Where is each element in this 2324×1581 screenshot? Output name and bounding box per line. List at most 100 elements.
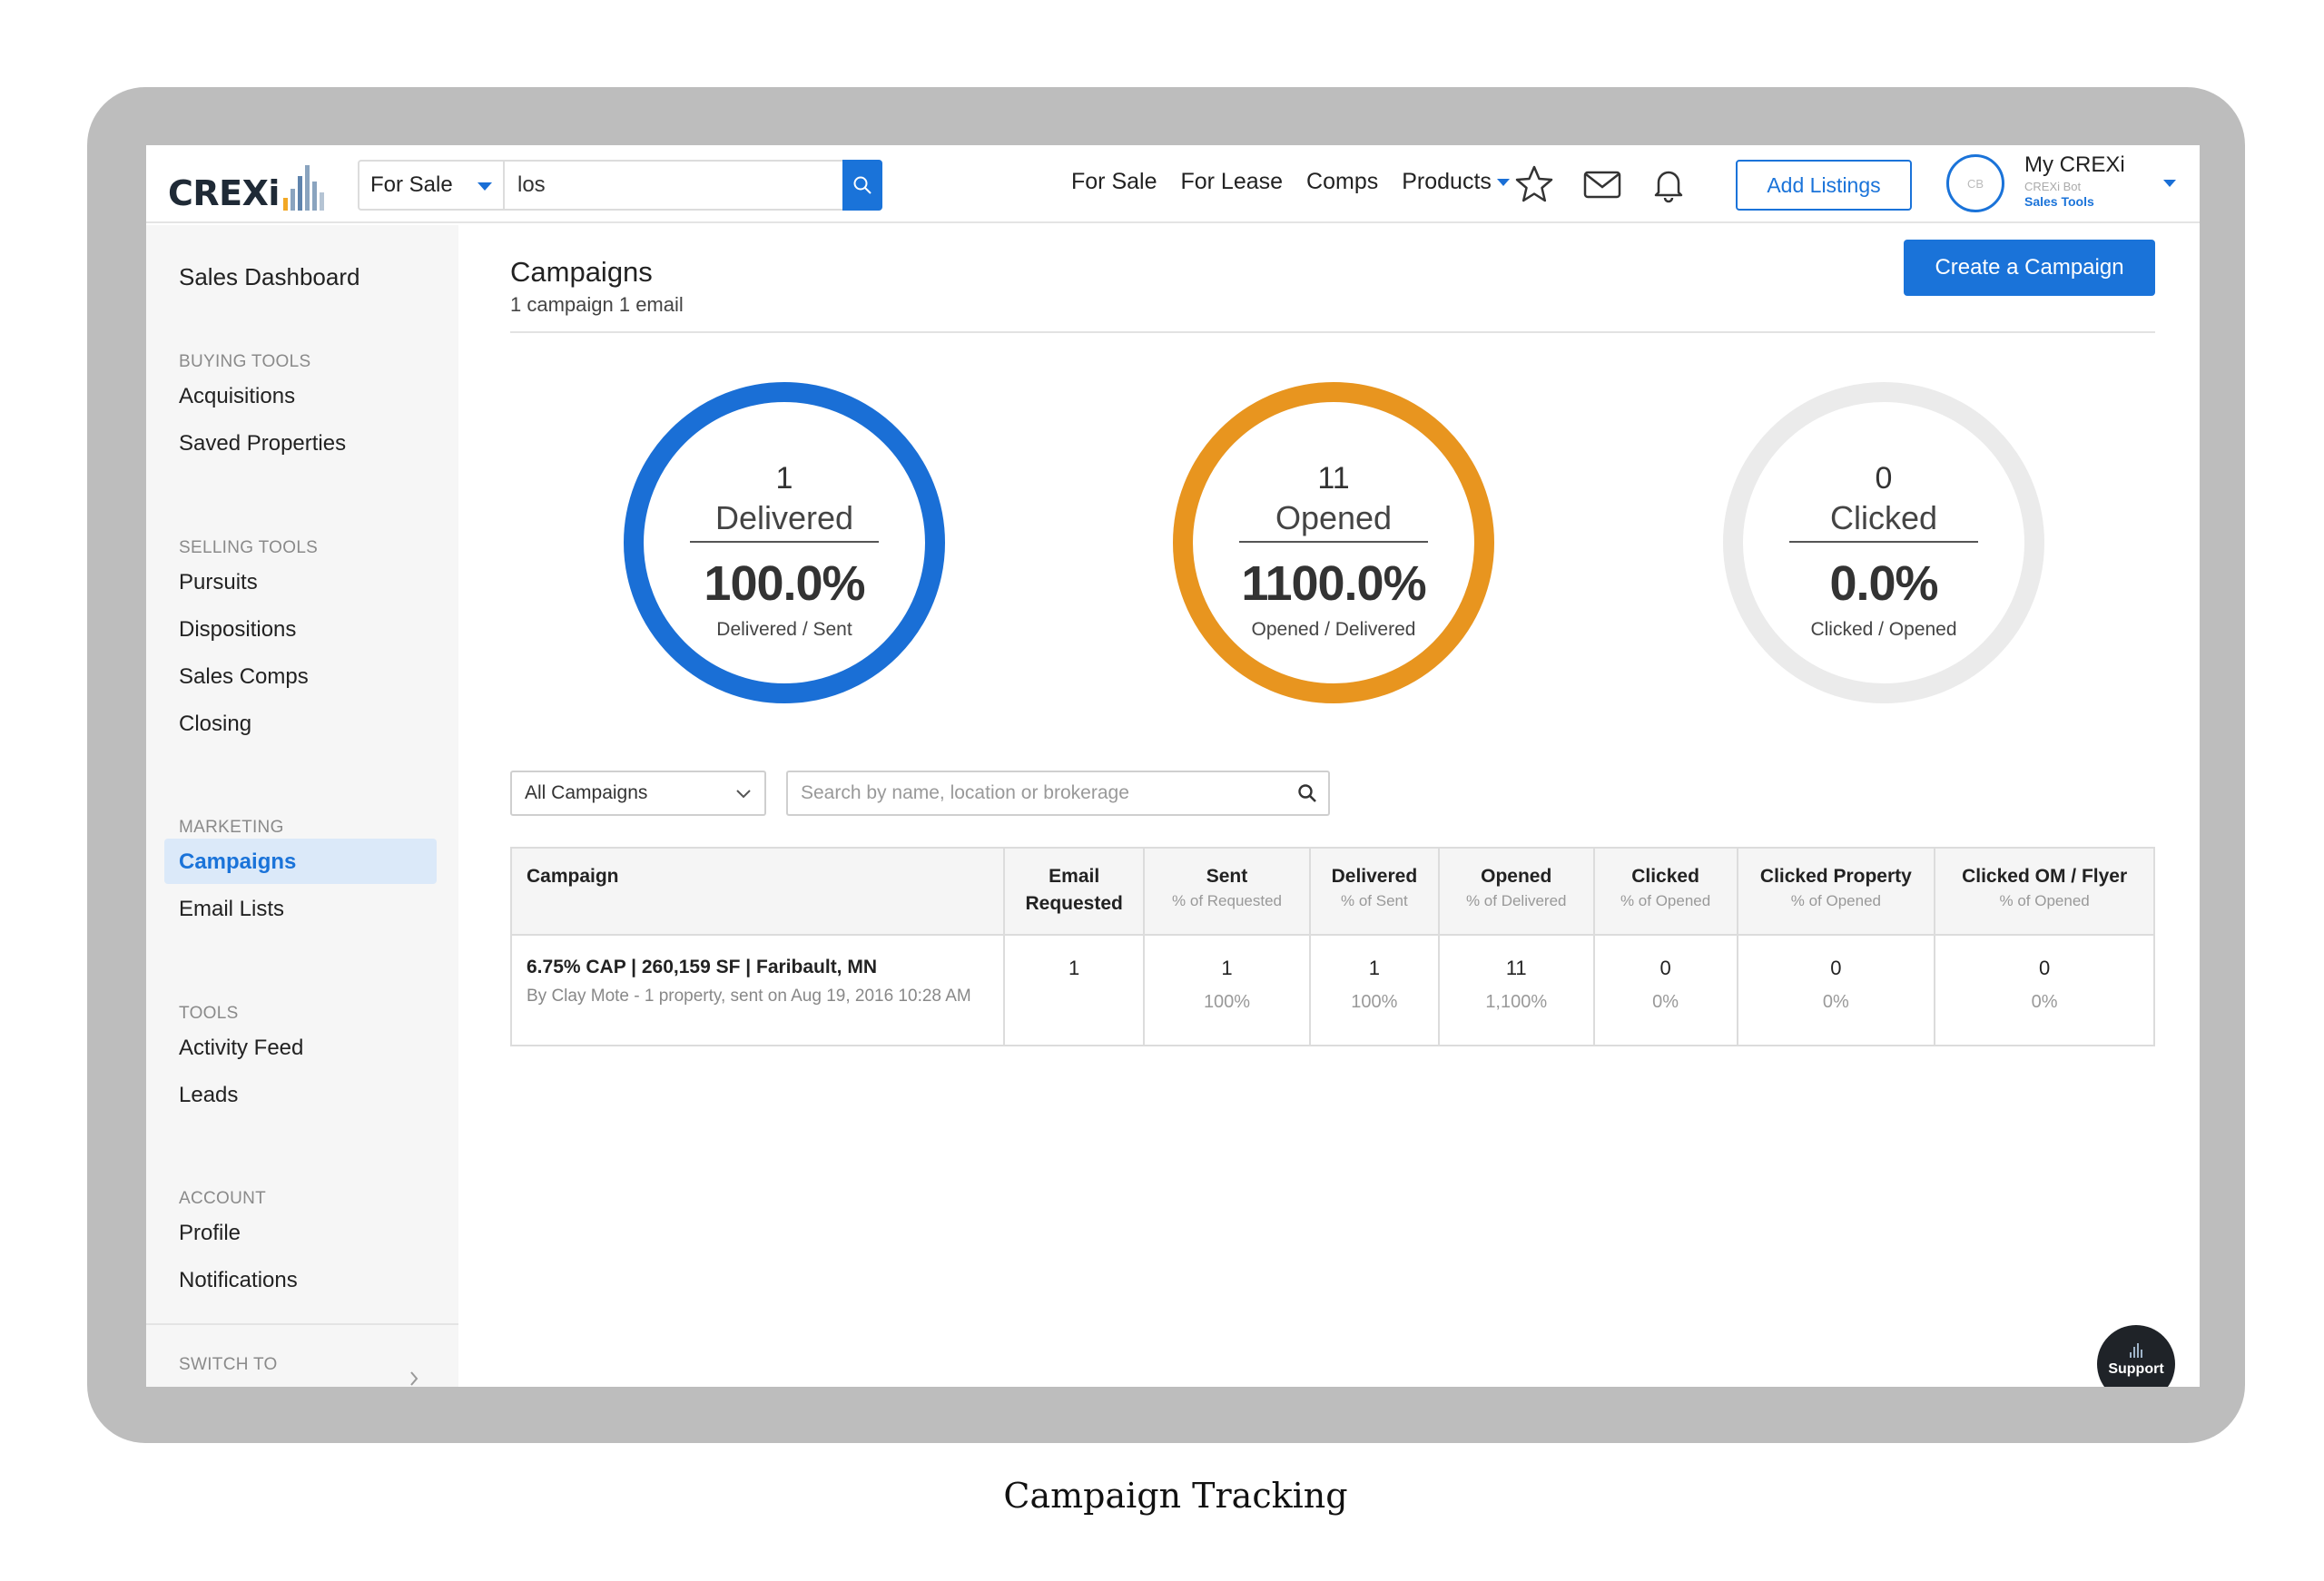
logo-bars-icon xyxy=(282,163,324,211)
cell-percent: 100% xyxy=(1351,992,1398,1013)
crexi-logo[interactable]: CREXi xyxy=(168,160,324,211)
opened-ring xyxy=(1173,382,1494,703)
campaign-filter-select[interactable]: All Campaigns xyxy=(510,771,766,816)
cell-percent: 0% xyxy=(2031,992,2058,1013)
clicked-ratio: Clicked / Opened xyxy=(1810,619,1957,640)
delivered-cell: 1 100% xyxy=(1308,934,1440,1046)
stat-divider xyxy=(1789,541,1978,543)
campaign-meta: By Clay Mote - 1 property, sent on Aug 1… xyxy=(527,986,971,1006)
nav-products[interactable]: Products xyxy=(1402,169,1510,195)
notifications-button[interactable] xyxy=(1646,162,1691,207)
campaign-search-placeholder: Search by name, location or brokerage xyxy=(801,782,1129,803)
caret-down-icon xyxy=(1496,178,1510,186)
column-title: Delivered xyxy=(1331,866,1418,887)
campaign-name[interactable]: 6.75% CAP | 260,159 SF | Faribault, MN xyxy=(527,957,878,977)
nav-for-sale[interactable]: For Sale xyxy=(1071,169,1157,194)
support-button[interactable]: Support xyxy=(2097,1325,2175,1387)
caret-down-icon xyxy=(478,182,492,191)
star-icon xyxy=(1515,165,1553,202)
sidebar-item-leads[interactable]: Leads xyxy=(179,1083,239,1107)
delivered-ring xyxy=(624,382,945,703)
nav-for-lease[interactable]: For Lease xyxy=(1180,169,1284,194)
account-sub: CREXi Bot xyxy=(2024,180,2082,193)
sidebar-item-notifications[interactable]: Notifications xyxy=(179,1268,298,1292)
campaign-table: Campaign Email Requested Sent % of Reques… xyxy=(509,847,2155,1046)
table-row[interactable]: 6.75% CAP | 260,159 SF | Faribault, MN B… xyxy=(509,934,2155,1046)
column-header-delivered[interactable]: Delivered % of Sent xyxy=(1308,847,1440,936)
nav-comps[interactable]: Comps xyxy=(1306,169,1379,194)
switch-to-label[interactable]: SWITCH TO xyxy=(179,1355,278,1374)
sidebar-item-saved-properties[interactable]: Saved Properties xyxy=(179,431,347,456)
search-icon xyxy=(853,176,872,194)
clicked-stat: 0 Clicked 0.0% Clicked / Opened xyxy=(1722,381,2045,704)
opened-label: Opened xyxy=(1275,499,1393,536)
support-logo-icon xyxy=(2097,1343,2175,1358)
search-button[interactable] xyxy=(842,160,882,211)
clicked-om-flyer-cell: 0 0% xyxy=(1934,934,2155,1046)
sidebar-title[interactable]: Sales Dashboard xyxy=(179,263,360,290)
sidebar-heading-selling: SELLING TOOLS xyxy=(179,538,319,557)
create-campaign-button[interactable]: Create a Campaign xyxy=(1904,240,2155,296)
sidebar-item-dispositions[interactable]: Dispositions xyxy=(179,617,297,642)
sidebar-heading-buying: BUYING TOOLS xyxy=(179,352,311,371)
column-title: Clicked OM / Flyer xyxy=(1962,866,2128,887)
chevron-right-icon[interactable] xyxy=(408,1370,420,1387)
sidebar-item-acquisitions[interactable]: Acquisitions xyxy=(179,384,296,408)
avatar[interactable]: CB xyxy=(1946,154,2004,212)
column-header-campaign[interactable]: Campaign xyxy=(509,847,1006,936)
sidebar-item-pursuits[interactable]: Pursuits xyxy=(179,570,258,594)
column-header-opened[interactable]: Opened % of Delivered xyxy=(1437,847,1595,936)
column-subtitle: % of Sent xyxy=(1341,892,1408,910)
column-subtitle: % of Opened xyxy=(1999,892,2090,910)
sent-cell: 1 100% xyxy=(1143,934,1311,1046)
column-header-email-requested[interactable]: Email Requested xyxy=(1003,847,1146,936)
page-subtitle: 1 campaign 1 email xyxy=(510,293,684,316)
messages-button[interactable] xyxy=(1580,162,1625,207)
stat-divider xyxy=(690,541,879,543)
table-header-row: Campaign Email Requested Sent % of Reques… xyxy=(509,847,2155,936)
opened-cell: 11 1,100% xyxy=(1437,934,1595,1046)
cell-percent: 100% xyxy=(1203,992,1251,1013)
add-listings-button[interactable]: Add Listings xyxy=(1736,160,1912,211)
listing-type-select[interactable]: For Sale xyxy=(359,162,505,209)
sidebar-heading-tools: TOOLS xyxy=(179,1004,239,1023)
column-header-clicked[interactable]: Clicked % of Opened xyxy=(1592,847,1738,936)
campaign-search-input[interactable]: Search by name, location or brokerage xyxy=(786,771,1330,816)
account-menu[interactable]: My CREXi CREXi Bot Sales Tools xyxy=(2024,154,2125,209)
cell-value: 0 xyxy=(1659,957,1671,979)
app-window: CREXi For Sale los For Sale For Lease Co… xyxy=(146,145,2200,1387)
delivered-percent: 100.0% xyxy=(704,556,865,611)
cell-percent: 0% xyxy=(1652,992,1679,1013)
cell-value: 1 xyxy=(1068,957,1080,979)
sidebar-item-profile[interactable]: Profile xyxy=(179,1221,241,1245)
search-input[interactable]: los xyxy=(517,172,546,197)
clicked-percent: 0.0% xyxy=(1829,556,1938,611)
chevron-down-icon xyxy=(736,790,751,799)
sidebar-item-sales-comps[interactable]: Sales Comps xyxy=(179,664,309,689)
stat-divider xyxy=(1239,541,1428,543)
column-header-sent[interactable]: Sent % of Requested xyxy=(1143,847,1311,936)
account-caret-icon[interactable] xyxy=(2163,180,2176,187)
cell-value: 11 xyxy=(1505,957,1527,979)
clicked-count: 0 xyxy=(1875,461,1893,496)
top-bar: CREXi For Sale los For Sale For Lease Co… xyxy=(146,145,2200,223)
sidebar-item-activity-feed[interactable]: Activity Feed xyxy=(179,1036,304,1060)
favorites-button[interactable] xyxy=(1512,162,1557,207)
cell-value: 0 xyxy=(2039,957,2051,979)
campaign-filter-value: All Campaigns xyxy=(525,782,648,803)
sidebar-item-campaigns[interactable]: Campaigns xyxy=(179,849,297,874)
clicked-ring xyxy=(1723,382,2044,703)
sidebar-item-email-lists[interactable]: Email Lists xyxy=(179,897,285,921)
cell-value: 0 xyxy=(1830,957,1842,979)
column-subtitle: % of Opened xyxy=(1790,892,1881,910)
column-header-clicked-om-flyer[interactable]: Clicked OM / Flyer % of Opened xyxy=(1934,847,2155,936)
cell-percent: 1,100% xyxy=(1485,992,1548,1013)
column-header-clicked-property[interactable]: Clicked Property % of Opened xyxy=(1736,847,1936,936)
campaign-cell[interactable]: 6.75% CAP | 260,159 SF | Faribault, MN B… xyxy=(509,934,1006,1046)
column-title: Opened xyxy=(1481,866,1552,887)
sidebar-active-highlight xyxy=(164,839,437,884)
sidebar-item-closing[interactable]: Closing xyxy=(179,712,252,736)
cell-value: 1 xyxy=(1221,957,1233,979)
column-title: Sent xyxy=(1206,866,1248,887)
opened-stat: 11 Opened 1100.0% Opened / Delivered xyxy=(1172,381,1495,704)
